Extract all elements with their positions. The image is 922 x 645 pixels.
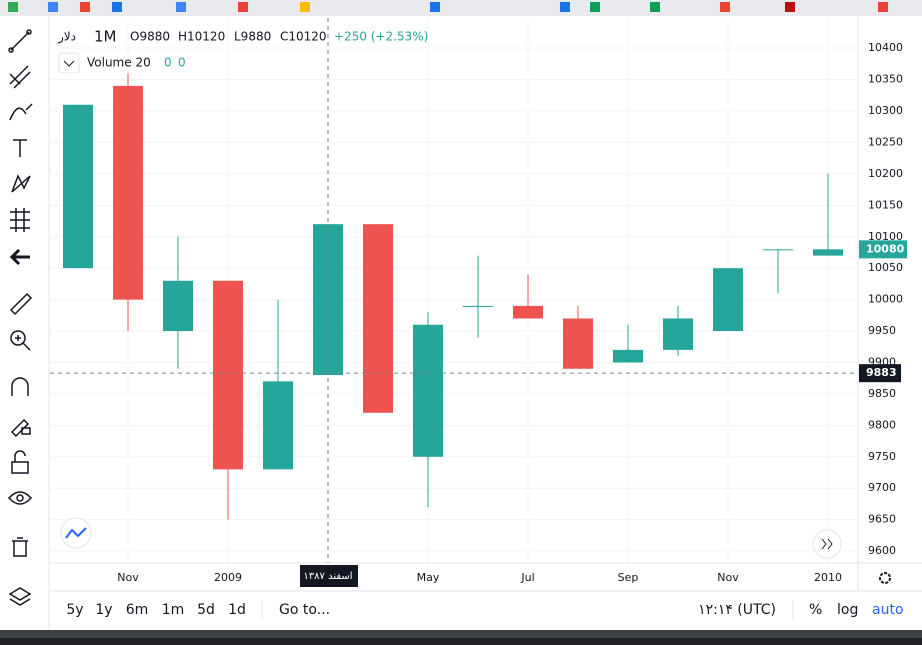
y-tick-label: 9750 <box>868 450 896 463</box>
volume-value: 0 <box>178 56 186 70</box>
candle-body <box>263 381 293 470</box>
y-tick-label: 10250 <box>868 135 903 148</box>
last-price: 10080 <box>866 242 905 255</box>
candle-body <box>513 305 543 319</box>
timezone[interactable]: ۱۲:۱۴ (UTC) <box>698 602 776 618</box>
range-button[interactable]: 1m <box>162 602 185 618</box>
candle-body <box>763 249 793 251</box>
range-button[interactable]: 6m <box>126 602 149 618</box>
ohlc-open: O9880 <box>130 30 170 44</box>
collapse-icon <box>63 60 75 67</box>
last-price-bg <box>859 240 907 259</box>
y-tick-label: 10350 <box>868 73 903 86</box>
auto-button[interactable]: auto <box>872 602 904 618</box>
y-tick-label: 10300 <box>868 104 903 117</box>
bookmark-icons <box>8 2 888 12</box>
crosshair-time: اسفند ۱۳۸۷ <box>303 571 352 582</box>
y-tick-label: 9650 <box>868 513 896 526</box>
browser-bar <box>0 0 922 16</box>
range-button[interactable]: 5y <box>66 602 83 618</box>
y-tick-label: 9700 <box>868 481 896 494</box>
candle-body <box>63 104 93 269</box>
ohlc-close: C10120 <box>280 30 327 44</box>
collapse-button[interactable] <box>58 52 80 74</box>
range-button[interactable]: 1d <box>228 602 246 618</box>
y-tick-label: 9600 <box>868 544 896 557</box>
x-tick-label: 2009 <box>214 571 242 584</box>
range-button[interactable]: 5d <box>197 602 215 618</box>
candle-body <box>413 324 443 457</box>
y-tick-label: 9800 <box>868 418 896 431</box>
candle-body <box>113 85 143 300</box>
change: +250 (+2.53%) <box>334 30 428 44</box>
x-tick-label: Sep <box>618 571 639 584</box>
y-tick-label: 10100 <box>868 230 903 243</box>
scroll-icon <box>821 538 833 550</box>
y-tick-label: 10400 <box>868 41 903 54</box>
candle-body <box>563 318 593 369</box>
x-tick-label: Nov <box>117 571 139 584</box>
candle-body <box>163 280 193 332</box>
range-button[interactable]: 1y <box>95 602 112 618</box>
ohlc-low: L9880 <box>234 30 271 44</box>
volume-label: Volume 20 <box>87 56 151 70</box>
goto-button[interactable]: Go to... <box>279 602 330 618</box>
y-tick-label: 10150 <box>868 198 903 211</box>
candle-body <box>463 305 493 307</box>
crosshair-price-bg <box>859 364 901 383</box>
ohlc-high: H10120 <box>178 30 225 44</box>
candle-body <box>663 318 693 350</box>
percent-button[interactable]: % <box>809 602 822 618</box>
x-tick-label: Nov <box>717 571 739 584</box>
symbol: دلار <box>57 30 76 45</box>
taskbar-edge <box>0 638 922 645</box>
y-tick-label: 9850 <box>868 387 896 400</box>
crosshair-time-bg <box>300 565 358 587</box>
x-tick-label: May <box>417 571 440 584</box>
candle-body <box>213 280 243 470</box>
left-toolbar[interactable] <box>7 29 33 606</box>
x-tick-label: 2010 <box>814 571 842 584</box>
y-tick-label: 9950 <box>868 324 896 337</box>
interval: 1M <box>94 28 117 46</box>
scroll-right-button[interactable] <box>812 529 842 559</box>
candle-body <box>363 224 393 413</box>
candle-body <box>813 249 843 256</box>
y-tick-label: 10200 <box>868 167 903 180</box>
y-tick-label: 10050 <box>868 261 903 274</box>
y-tick-label: 10000 <box>868 293 903 306</box>
candle-body <box>713 268 743 332</box>
crosshair-price: 9883 <box>866 366 897 379</box>
settings-icon[interactable] <box>879 572 891 584</box>
chart-page <box>0 16 922 630</box>
candle-body <box>613 349 643 363</box>
logo-icon <box>65 527 87 539</box>
volume-value: 0 <box>164 56 172 70</box>
x-tick-label: Jul <box>520 571 534 584</box>
log-button[interactable]: log <box>837 602 858 618</box>
